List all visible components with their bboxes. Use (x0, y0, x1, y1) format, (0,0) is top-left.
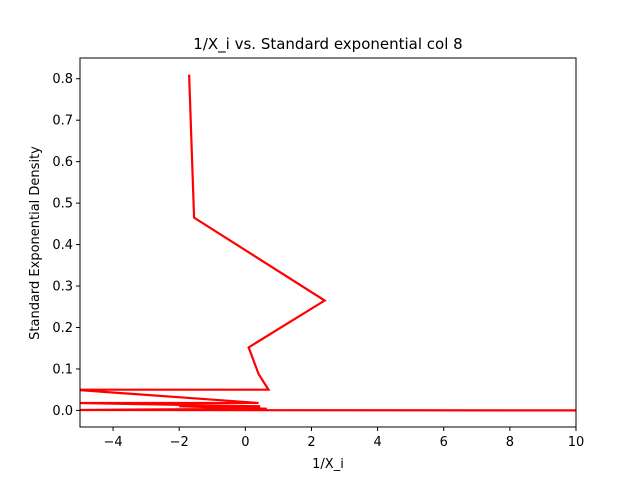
x-tick-label: 0 (241, 435, 249, 450)
x-tick-label: 6 (440, 435, 448, 450)
x-tick-label: 10 (568, 435, 585, 450)
y-tick-label: 0.8 (52, 72, 73, 87)
y-tick-label: 0.4 (52, 238, 73, 253)
series-line-0 (80, 74, 576, 412)
x-axis-label: 1/X_i (312, 457, 344, 472)
y-tick-label: 0.6 (52, 155, 73, 170)
y-tick-label: 0.3 (52, 280, 73, 295)
y-tick-label: 0.5 (52, 197, 73, 212)
y-tick-label: 0.2 (52, 321, 73, 336)
x-tick-label: −2 (170, 435, 189, 450)
plot-area (80, 74, 576, 412)
x-tick-label: 8 (506, 435, 514, 450)
y-axis: 0.0 0.1 0.2 0.3 0.4 0.5 0.6 0.7 0.8 (52, 72, 80, 419)
y-tick-label: 0.7 (52, 114, 73, 129)
y-axis-label: Standard Exponential Density (28, 146, 43, 340)
chart-title: 1/X_i vs. Standard exponential col 8 (193, 35, 462, 54)
x-tick-label: −4 (103, 435, 122, 450)
x-axis: −4 −2 0 2 4 6 8 10 (103, 427, 584, 450)
y-tick-label: 0.1 (52, 362, 73, 377)
y-tick-label: 0.0 (52, 404, 73, 419)
x-tick-label: 4 (373, 435, 381, 450)
plot-frame (79, 57, 577, 428)
x-tick-label: 2 (307, 435, 315, 450)
